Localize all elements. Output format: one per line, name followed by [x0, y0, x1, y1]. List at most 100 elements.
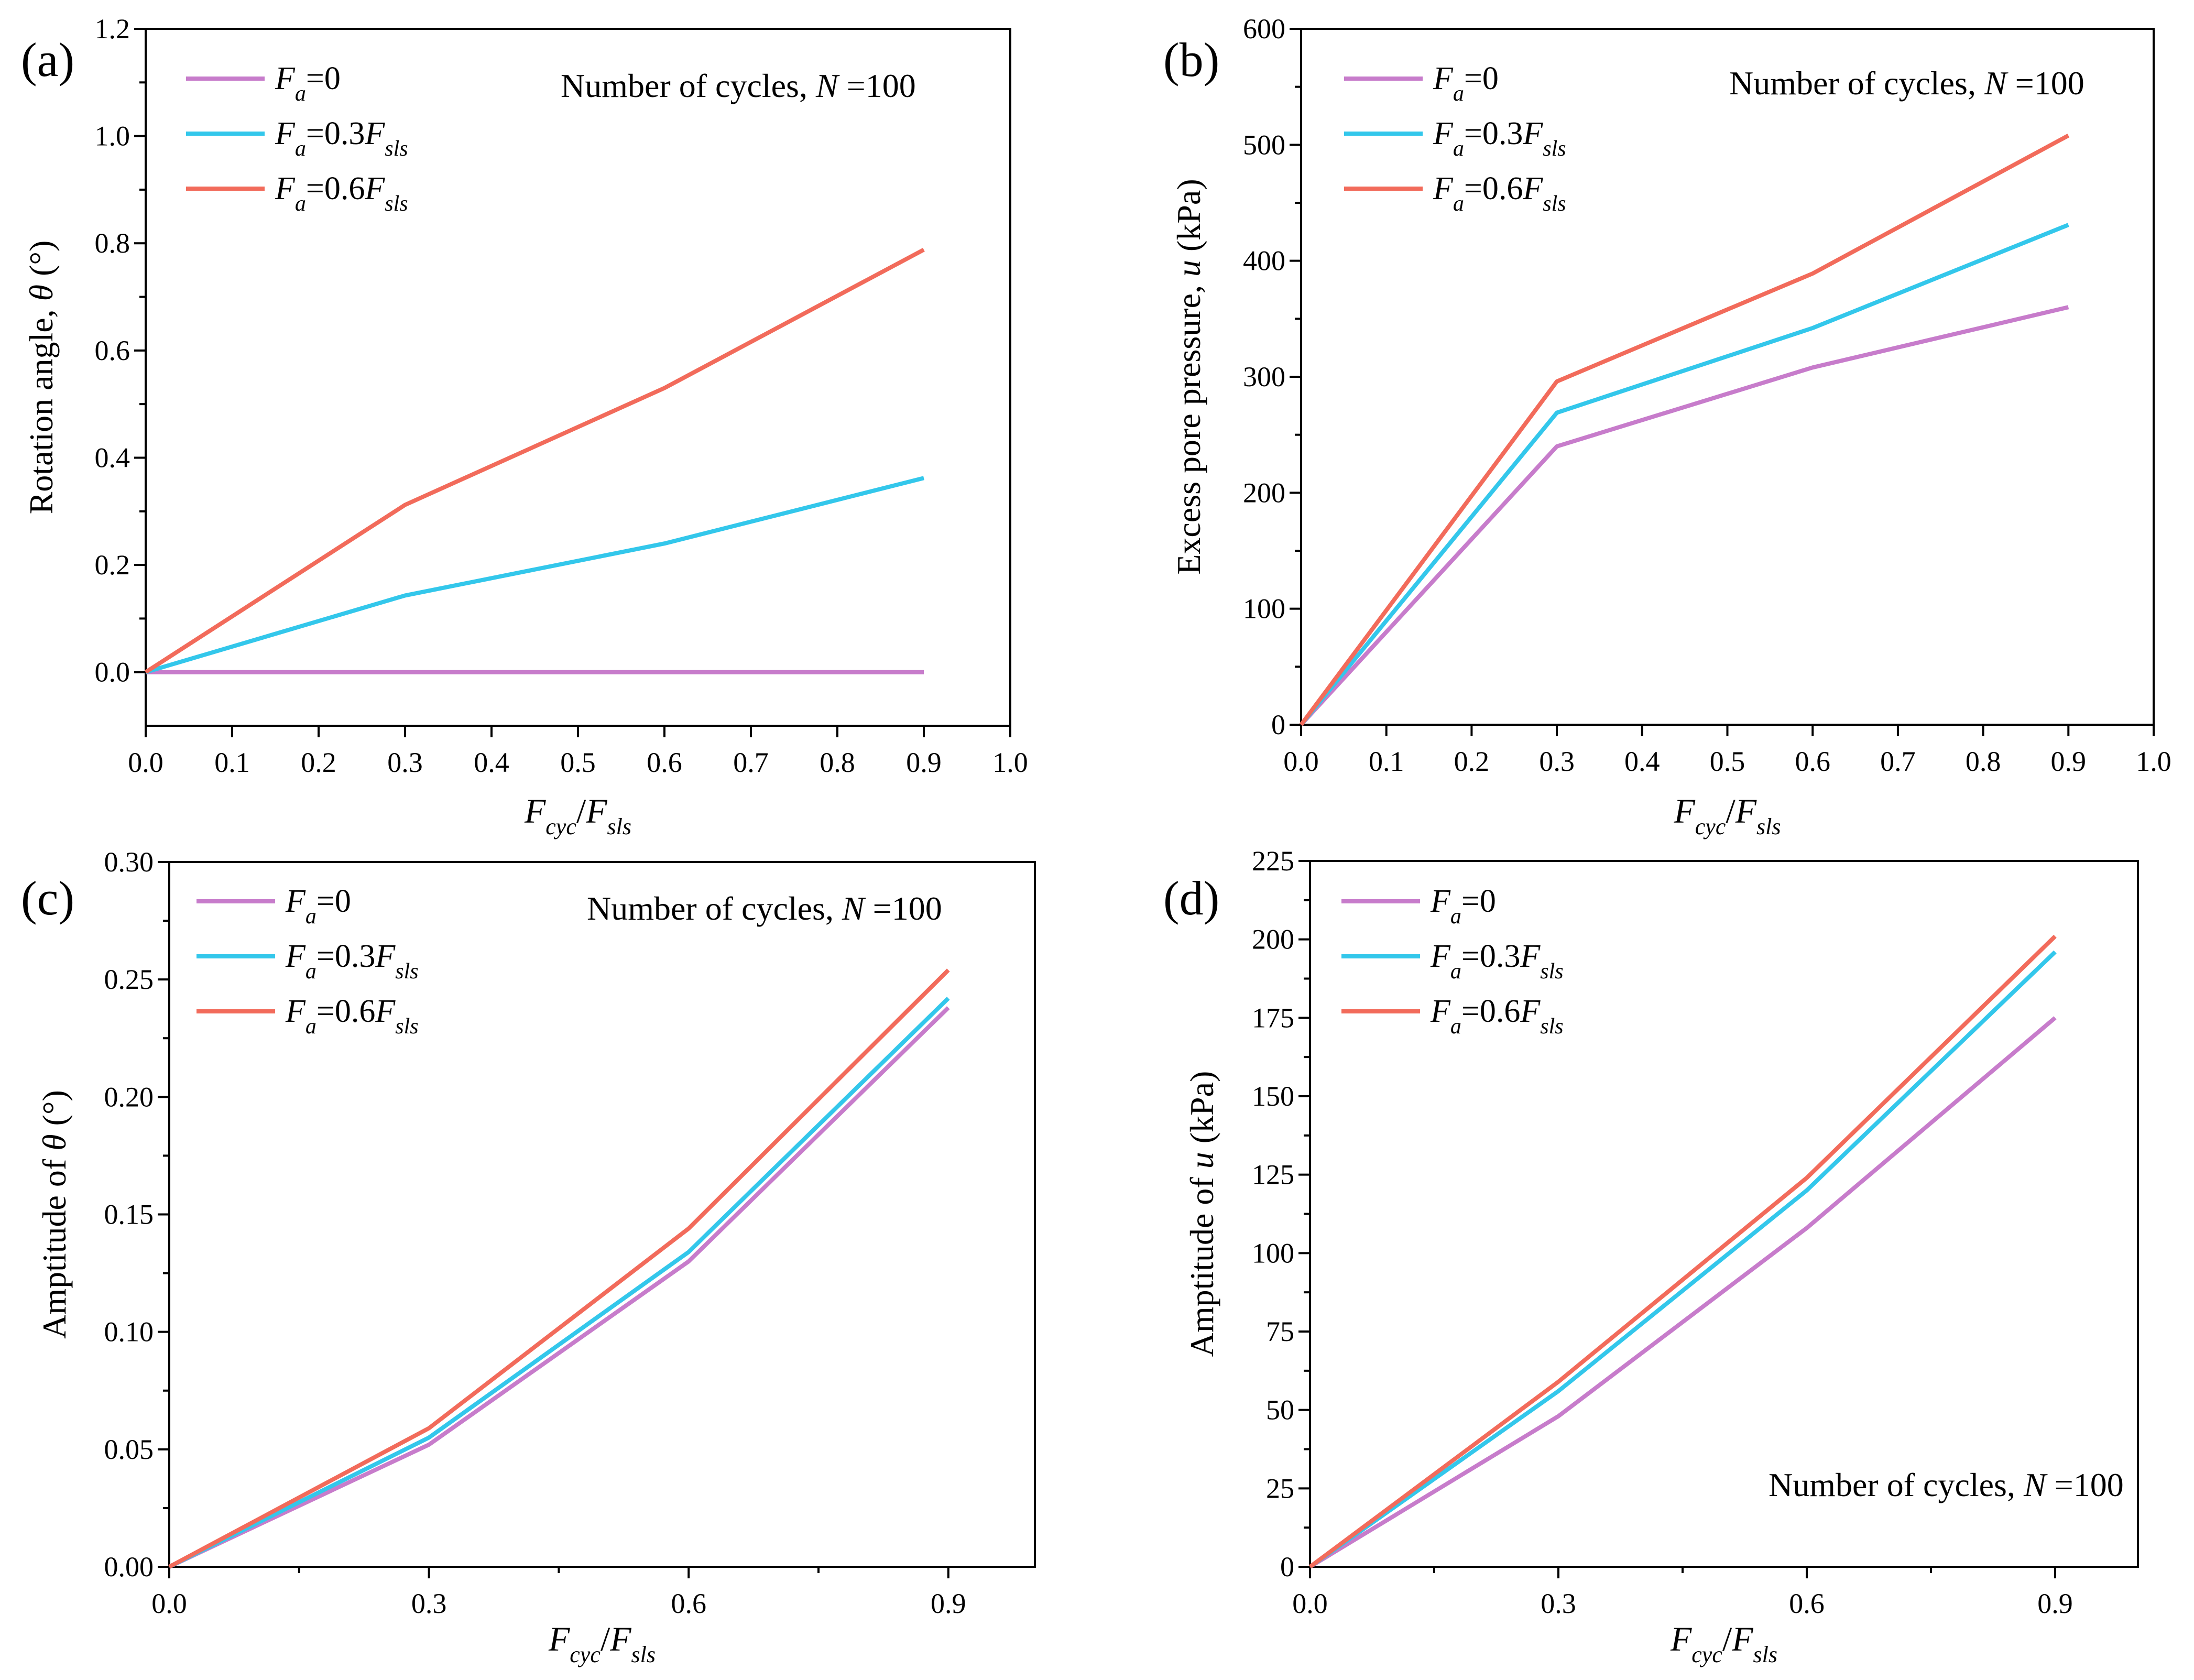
series-line-fa03: [1299, 223, 2069, 726]
x-tick-label: 0.9: [906, 747, 942, 778]
x-tick-label: 0.5: [1710, 746, 1745, 777]
y-tick-label: 600: [1243, 13, 1285, 45]
x-tick-label: 0.3: [1539, 746, 1575, 777]
legend-label: Fa=0.3Fsls: [285, 939, 419, 984]
series-line-fa0: [168, 1006, 950, 1569]
x-tick-label: 1.0: [2136, 746, 2171, 777]
x-tick-label: 0.6: [647, 747, 682, 778]
x-tick-label: 0.7: [733, 747, 769, 778]
y-tick-label: 75: [1266, 1316, 1294, 1347]
y-tick-label: 0.4: [95, 442, 130, 473]
x-tick-label: 0.0: [151, 1588, 187, 1619]
y-tick-label: 125: [1252, 1159, 1294, 1191]
x-tick-label: 0.4: [474, 747, 509, 778]
y-tick-label: 0.20: [104, 1081, 154, 1112]
legend-label: Fa=0: [275, 61, 341, 106]
x-tick-label: 0.2: [301, 747, 336, 778]
panel-a: 0.0 0.1 0.2 0.3 0.4 0.5 0.6 0.7 0.8 0.9 1.0 0.0 0.2 0…: [21, 13, 1028, 839]
y-tick-label: 200: [1243, 477, 1285, 508]
y-tick-label: 100: [1252, 1237, 1294, 1269]
x-tick-label: 0.1: [214, 747, 250, 778]
y-axis-label: Amptitude of u (kPa): [1183, 1071, 1220, 1357]
series-line-fa06: [168, 968, 950, 1569]
x-tick-label: 0.0: [1283, 746, 1319, 777]
x-axis-label: Fcyc/Fsls: [1670, 1620, 1777, 1667]
x-tick-label: 0.3: [411, 1588, 447, 1619]
panel-d: 0.0 0.3 0.6 0.9 0 25 50 75 100 125 150 175 200 225 Fa=…: [1163, 845, 2139, 1667]
x-axis-label: Fcyc/Fsls: [524, 792, 631, 839]
x-tick-label: 0.4: [1624, 746, 1660, 777]
y-tick-label: 0: [1280, 1551, 1294, 1583]
series-line-fa03: [145, 476, 924, 674]
y-tick-label: 200: [1252, 924, 1294, 955]
panel-label: (a): [21, 33, 74, 86]
x-tick-label: 0.8: [820, 747, 855, 778]
y-tick-label: 0.05: [104, 1434, 154, 1465]
x-tick-label: 0.0: [128, 747, 163, 778]
y-tick-label: 0.30: [104, 846, 154, 878]
legend-label: Fa=0.6Fsls: [1433, 171, 1566, 216]
panel-c: 0.0 0.3 0.6 0.9 0.00 0.05 0.10 0.15 0.20 0.25 0.30…: [21, 846, 1036, 1667]
cycles-annotation: Number of cycles, N =100: [587, 890, 942, 927]
legend-label: Fa=0: [1433, 61, 1499, 106]
x-tick-label: 0.3: [1541, 1588, 1576, 1619]
y-axis-label: Rotation angle, θ (°): [23, 241, 60, 515]
series-line-fa06: [144, 247, 925, 674]
x-tick-label: 0.7: [1880, 746, 1916, 777]
panel-label: (d): [1163, 871, 1219, 925]
x-axis-label: Fcyc/Fsls: [548, 1620, 656, 1667]
y-tick-label: 50: [1266, 1394, 1294, 1426]
cycles-annotation: Number of cycles, N =100: [1769, 1466, 2124, 1503]
y-tick-label: 0.8: [95, 227, 130, 259]
x-tick-label: 0.6: [671, 1588, 706, 1619]
y-tick-label: 175: [1252, 1002, 1294, 1033]
y-tick-label: 0.6: [95, 335, 130, 366]
y-axis-label: Excess pore pressure, u (kPa): [1170, 179, 1207, 574]
x-tick-label: 0.6: [1789, 1588, 1825, 1619]
y-tick-label: 0.15: [104, 1199, 154, 1230]
x-tick-label: 0.0: [1292, 1588, 1328, 1619]
legend-label: Fa=0.3Fsls: [1430, 939, 1564, 984]
y-axis-label: Amptitude of θ (°): [36, 1090, 73, 1339]
series-line-fa0: [1308, 1016, 2057, 1569]
cycles-annotation: Number of cycles, N =100: [561, 67, 916, 104]
y-tick-label: 100: [1243, 593, 1285, 625]
series-line-fa0: [1300, 305, 2069, 726]
series-line-fa03: [1308, 950, 2057, 1569]
x-axis-label: Fcyc/Fsls: [1673, 792, 1781, 839]
x-tick-label: 0.8: [1966, 746, 2001, 777]
x-tick-label: 0.9: [931, 1588, 966, 1619]
y-tick-label: 0.2: [95, 549, 130, 581]
legend-label: Fa=0: [285, 883, 351, 929]
panel-label: (b): [1163, 33, 1219, 86]
cycles-annotation: Number of cycles, N =100: [1729, 64, 2084, 102]
y-tick-label: 0.0: [95, 657, 130, 688]
legend-label: Fa=0: [1430, 883, 1496, 929]
y-tick-label: 0.10: [104, 1316, 154, 1348]
x-tick-label: 0.1: [1369, 746, 1404, 777]
legend-label: Fa=0.3Fsls: [275, 116, 408, 161]
y-tick-label: 0: [1271, 709, 1285, 740]
legend-label: Fa=0.6Fsls: [1430, 994, 1564, 1039]
x-tick-label: 0.5: [560, 747, 596, 778]
series-line-fa03: [168, 997, 950, 1569]
x-tick-label: 0.6: [1795, 746, 1830, 777]
y-tick-label: 400: [1243, 245, 1285, 277]
y-tick-label: 0.25: [104, 964, 154, 995]
y-tick-label: 225: [1252, 845, 1294, 877]
x-tick-label: 0.2: [1454, 746, 1490, 777]
y-tick-label: 500: [1243, 129, 1285, 160]
series-line-fa06: [1308, 934, 2057, 1569]
y-tick-label: 150: [1252, 1081, 1294, 1112]
y-tick-label: 1.2: [95, 13, 130, 45]
y-tick-label: 1.0: [95, 121, 130, 152]
x-tick-label: 1.0: [992, 747, 1028, 778]
legend-label: Fa=0.6Fsls: [275, 171, 408, 216]
x-tick-label: 0.3: [387, 747, 423, 778]
y-tick-label: 300: [1243, 361, 1285, 392]
x-tick-label: 0.9: [2051, 746, 2087, 777]
y-tick-label: 0.00: [104, 1551, 154, 1583]
x-tick-label: 0.9: [2037, 1588, 2073, 1619]
y-tick-label: 25: [1266, 1472, 1294, 1504]
